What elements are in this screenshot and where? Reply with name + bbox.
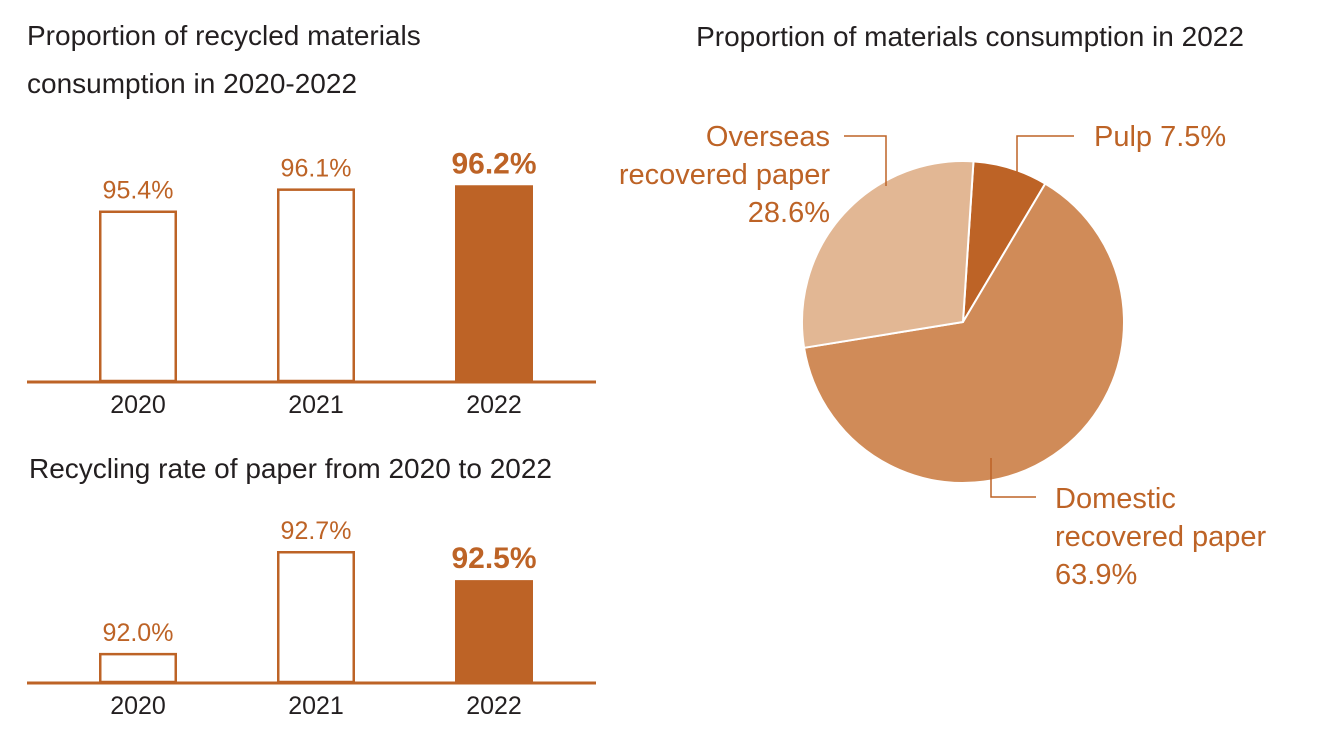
bar-2021	[277, 551, 355, 684]
value-label-2021: 96.1%	[281, 154, 352, 182]
chart-paper-recycling-rate: Recycling rate of paper from 2020 to 202…	[27, 453, 596, 720]
value-label-2021: 92.7%	[281, 517, 352, 545]
label-pulp: Pulp 7.5%	[1094, 121, 1226, 153]
value-label-2020: 95.4%	[103, 177, 174, 205]
chart-materials-pie: Proportion of materials consumption in 2…	[619, 21, 1267, 591]
label-domestic: Domestic recovered paper 63.9%	[1055, 483, 1267, 591]
bar-2022	[455, 580, 533, 682]
value-label-2022: 96.2%	[451, 147, 536, 180]
leader-overseas	[844, 135, 887, 186]
x-tick-2021: 2021	[288, 692, 344, 720]
x-tick-2020: 2020	[110, 692, 166, 720]
x-tick-2022: 2022	[466, 692, 522, 720]
x-tick-2021: 2021	[288, 391, 344, 419]
x-tick-2022: 2022	[466, 391, 522, 419]
chart1-title-line1: Proportion of recycled materials	[27, 20, 421, 51]
chart1-title-line2: consumption in 2020-2022	[27, 68, 357, 99]
bar-2021	[277, 188, 355, 383]
chart2-title: Recycling rate of paper from 2020 to 202…	[29, 453, 552, 484]
value-label-2020: 92.0%	[103, 619, 174, 647]
bar-2020	[99, 210, 177, 383]
bar-2022	[455, 185, 533, 381]
pie-slice-domestic	[803, 182, 1125, 484]
x-tick-2020: 2020	[110, 391, 166, 419]
leader-domestic	[990, 458, 1036, 498]
chart3-title: Proportion of materials consumption in 2…	[696, 21, 1244, 52]
chart-recycled-materials: Proportion of recycled materials consump…	[27, 20, 596, 419]
pie-slice-overseas	[801, 159, 975, 349]
leader-pulp	[1016, 135, 1074, 175]
bar-2020	[99, 652, 177, 684]
label-overseas: Overseas recovered paper 28.6%	[619, 121, 831, 229]
value-label-2022: 92.5%	[451, 542, 536, 575]
